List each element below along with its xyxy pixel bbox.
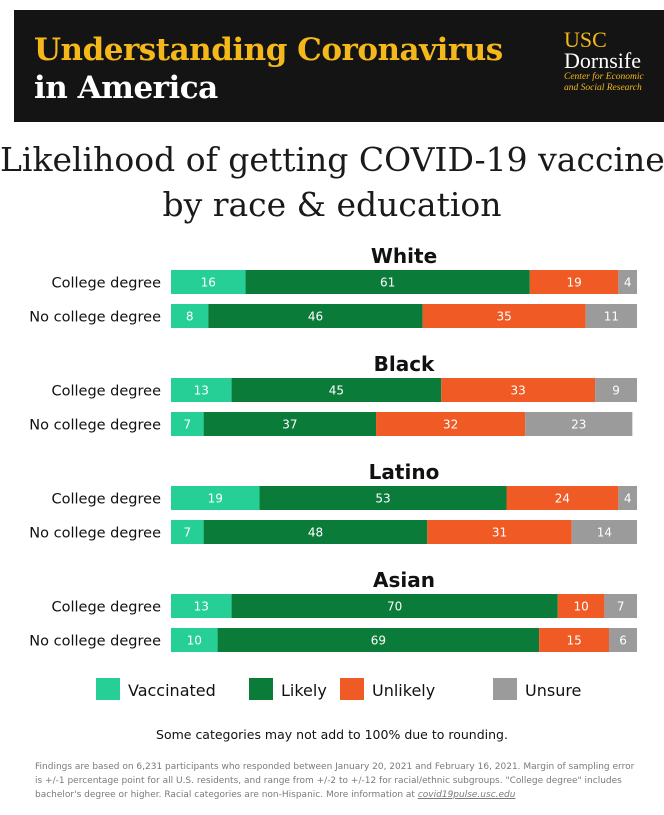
data-label-black-no-college-degree-likely: 37 xyxy=(282,418,297,432)
bar-white-no-college-degree-vaccinated xyxy=(171,304,209,328)
chart-title-line1: Likelihood of getting COVID-19 vaccine, xyxy=(0,140,664,179)
footnote: Findings are based on 6,231 participants… xyxy=(35,760,635,802)
data-label-asian-college-degree-vaccinated: 13 xyxy=(194,600,209,614)
data-label-black-no-college-degree-unlikely: 32 xyxy=(443,418,458,432)
bar-asian-college-degree-unsure xyxy=(604,594,637,618)
logo-center-line1: Center for Economic xyxy=(564,72,644,82)
data-label-latino-no-college-degree-vaccinated: 7 xyxy=(183,526,191,540)
data-label-white-college-degree-unlikely: 19 xyxy=(566,276,581,290)
data-label-white-college-degree-likely: 61 xyxy=(380,276,395,290)
group-heading-black: Black xyxy=(374,352,435,376)
bar-asian-no-college-degree-unlikely xyxy=(539,628,610,652)
row-label-black-no-college-degree: No college degree xyxy=(29,418,161,434)
bar-asian-college-degree-likely xyxy=(231,594,558,618)
bar-latino-college-degree-likely xyxy=(259,486,507,510)
data-label-white-no-college-degree-likely: 46 xyxy=(308,310,323,324)
bar-latino-college-degree-unsure xyxy=(618,486,637,510)
bar-asian-no-college-degree-vaccinated xyxy=(171,628,218,652)
data-label-latino-college-degree-vaccinated: 19 xyxy=(208,492,223,506)
data-label-asian-no-college-degree-likely: 69 xyxy=(371,634,386,648)
legend-swatch-unsure xyxy=(493,678,517,700)
data-label-white-no-college-degree-unsure: 11 xyxy=(604,310,619,324)
legend-label-unsure: Unsure xyxy=(525,681,581,700)
logo-dornsife-text: Dornsife xyxy=(564,48,641,73)
data-label-black-no-college-degree-vaccinated: 7 xyxy=(183,418,191,432)
usc-dornsife-logo: USC Dornsife Center for Economic and Soc… xyxy=(564,27,654,94)
bar-black-no-college-degree-likely xyxy=(203,412,377,436)
data-label-asian-no-college-degree-unsure: 6 xyxy=(619,634,627,648)
data-label-latino-no-college-degree-likely: 48 xyxy=(308,526,323,540)
data-label-latino-no-college-degree-unsure: 14 xyxy=(597,526,612,540)
row-label-latino-college-degree: College degree xyxy=(51,492,161,508)
data-label-latino-college-degree-unlikely: 24 xyxy=(555,492,570,506)
data-label-black-college-degree-vaccinated: 13 xyxy=(194,384,209,398)
data-label-asian-college-degree-likely: 70 xyxy=(387,600,402,614)
bar-black-college-degree-unlikely xyxy=(441,378,596,402)
bar-asian-college-degree-vaccinated xyxy=(171,594,232,618)
row-label-asian-no-college-degree: No college degree xyxy=(29,634,161,650)
group-heading-latino: Latino xyxy=(369,460,440,484)
data-label-asian-no-college-degree-vaccinated: 10 xyxy=(187,634,202,648)
bar-black-no-college-degree-vaccinated xyxy=(171,412,204,436)
legend-swatch-unlikely xyxy=(340,678,364,700)
data-label-asian-no-college-degree-unlikely: 15 xyxy=(566,634,581,648)
bar-latino-no-college-degree-unsure xyxy=(571,520,637,544)
group-heading-white: White xyxy=(371,244,437,268)
data-label-latino-no-college-degree-unlikely: 31 xyxy=(492,526,507,540)
bar-latino-college-degree-vaccinated xyxy=(171,486,260,510)
bar-white-no-college-degree-likely xyxy=(208,304,423,328)
header-banner: Understanding Coronavirus in America USC… xyxy=(14,10,664,122)
bar-black-college-degree-unsure xyxy=(595,378,637,402)
bar-white-no-college-degree-unlikely xyxy=(422,304,586,328)
row-label-white-college-degree: College degree xyxy=(51,276,161,292)
rounding-note: Some categories may not add to 100% due … xyxy=(156,727,508,742)
bar-asian-no-college-degree-unsure xyxy=(609,628,637,652)
bar-latino-no-college-degree-likely xyxy=(203,520,428,544)
bar-latino-college-degree-unlikely xyxy=(506,486,619,510)
header-subtitle: in America xyxy=(34,70,218,106)
bar-latino-no-college-degree-vaccinated xyxy=(171,520,204,544)
row-label-latino-no-college-degree: No college degree xyxy=(29,526,161,542)
legend-label-unlikely: Unlikely xyxy=(372,681,435,700)
bar-black-college-degree-vaccinated xyxy=(171,378,232,402)
data-label-white-college-degree-vaccinated: 16 xyxy=(201,276,216,290)
legend-label-likely: Likely xyxy=(281,681,327,700)
data-label-black-college-degree-likely: 45 xyxy=(329,384,344,398)
row-label-asian-college-degree: College degree xyxy=(51,600,161,616)
bar-latino-no-college-degree-unlikely xyxy=(427,520,572,544)
data-label-white-no-college-degree-unlikely: 35 xyxy=(497,310,512,324)
bar-white-college-degree-unlikely xyxy=(529,270,619,294)
bar-white-college-degree-vaccinated xyxy=(171,270,246,294)
legend-swatch-likely xyxy=(249,678,273,700)
footnote-text: Findings are based on 6,231 participants… xyxy=(35,762,635,800)
row-label-black-college-degree: College degree xyxy=(51,384,161,400)
logo-center-line2: and Social Research xyxy=(564,83,642,93)
legend-swatch-vaccinated xyxy=(96,678,120,700)
bar-white-college-degree-likely xyxy=(245,270,530,294)
group-heading-asian: Asian xyxy=(373,568,435,592)
data-label-white-college-degree-unsure: 4 xyxy=(624,276,632,290)
bar-black-college-degree-likely xyxy=(231,378,442,402)
bar-asian-college-degree-unlikely xyxy=(557,594,605,618)
row-label-white-no-college-degree: No college degree xyxy=(29,310,161,326)
data-label-asian-college-degree-unsure: 7 xyxy=(617,600,625,614)
data-label-latino-college-degree-likely: 53 xyxy=(375,492,390,506)
bar-white-no-college-degree-unsure xyxy=(585,304,637,328)
bar-black-no-college-degree-unsure xyxy=(525,412,633,436)
data-label-latino-college-degree-unsure: 4 xyxy=(624,492,632,506)
data-label-white-no-college-degree-vaccinated: 8 xyxy=(186,310,194,324)
chart-title-line2: by race & education xyxy=(162,185,502,224)
bar-asian-no-college-degree-likely xyxy=(217,628,540,652)
logo-usc-text: USC xyxy=(564,27,607,52)
legend-label-vaccinated: Vaccinated xyxy=(128,681,216,700)
data-label-black-college-degree-unsure: 9 xyxy=(612,384,620,398)
footnote-link[interactable]: covid19pulse.usc.edu xyxy=(417,790,516,800)
data-label-asian-college-degree-unlikely: 10 xyxy=(573,600,588,614)
data-label-black-no-college-degree-unsure: 23 xyxy=(571,418,586,432)
bar-black-no-college-degree-unlikely xyxy=(376,412,526,436)
bar-white-college-degree-unsure xyxy=(618,270,637,294)
header-title: Understanding Coronavirus xyxy=(34,32,503,68)
data-label-black-college-degree-unlikely: 33 xyxy=(511,384,526,398)
